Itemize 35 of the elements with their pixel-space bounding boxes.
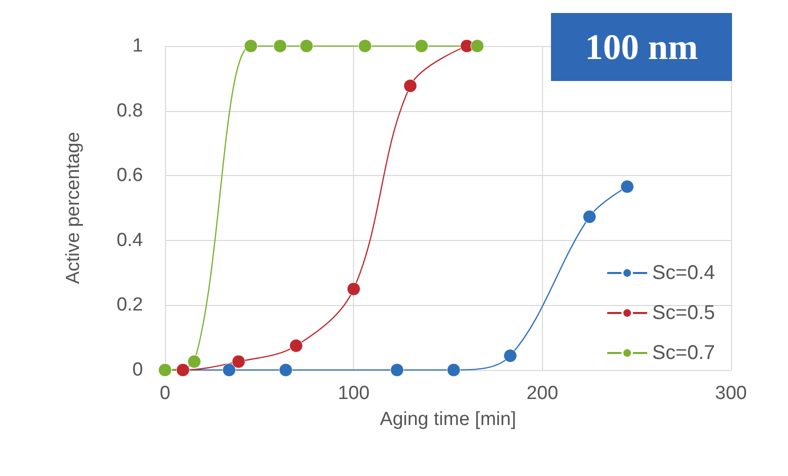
chart-title: 100 nm: [584, 27, 698, 67]
x-tick-label: 100: [338, 383, 370, 404]
point: [470, 39, 484, 53]
point: [300, 39, 314, 53]
x-tick-label: 300: [715, 383, 747, 404]
point: [620, 180, 634, 194]
point: [390, 363, 404, 377]
y-tick-label: 0.4: [116, 230, 144, 251]
point: [188, 354, 201, 368]
point: [404, 79, 418, 93]
point: [358, 39, 372, 53]
y-tick-label: 1: [132, 36, 143, 56]
point: [414, 39, 428, 53]
y-axis-title: Active percentage: [63, 132, 84, 284]
y-tick-label: 0: [132, 360, 143, 380]
point: [289, 338, 303, 352]
point: [446, 363, 460, 377]
legend-label: Sc=0.7: [652, 342, 716, 364]
point: [273, 39, 287, 53]
y-tick-label: 0.6: [116, 165, 143, 186]
point: [504, 348, 518, 362]
x-tick-label: 200: [526, 383, 558, 404]
point: [232, 354, 246, 368]
y-tick-label: 0.2: [116, 294, 143, 316]
legend-label: Sc=0.4: [652, 262, 716, 284]
point: [346, 282, 360, 296]
legend-label: Sc=0.5: [652, 302, 716, 324]
point: [176, 363, 190, 377]
x-tick-label: 0: [160, 383, 170, 404]
point: [222, 363, 236, 377]
y-tick-label: 0.8: [116, 100, 143, 122]
point: [582, 210, 596, 224]
x-axis-title: Aging time [min]: [380, 409, 516, 430]
point: [244, 39, 258, 53]
point: [279, 363, 292, 377]
